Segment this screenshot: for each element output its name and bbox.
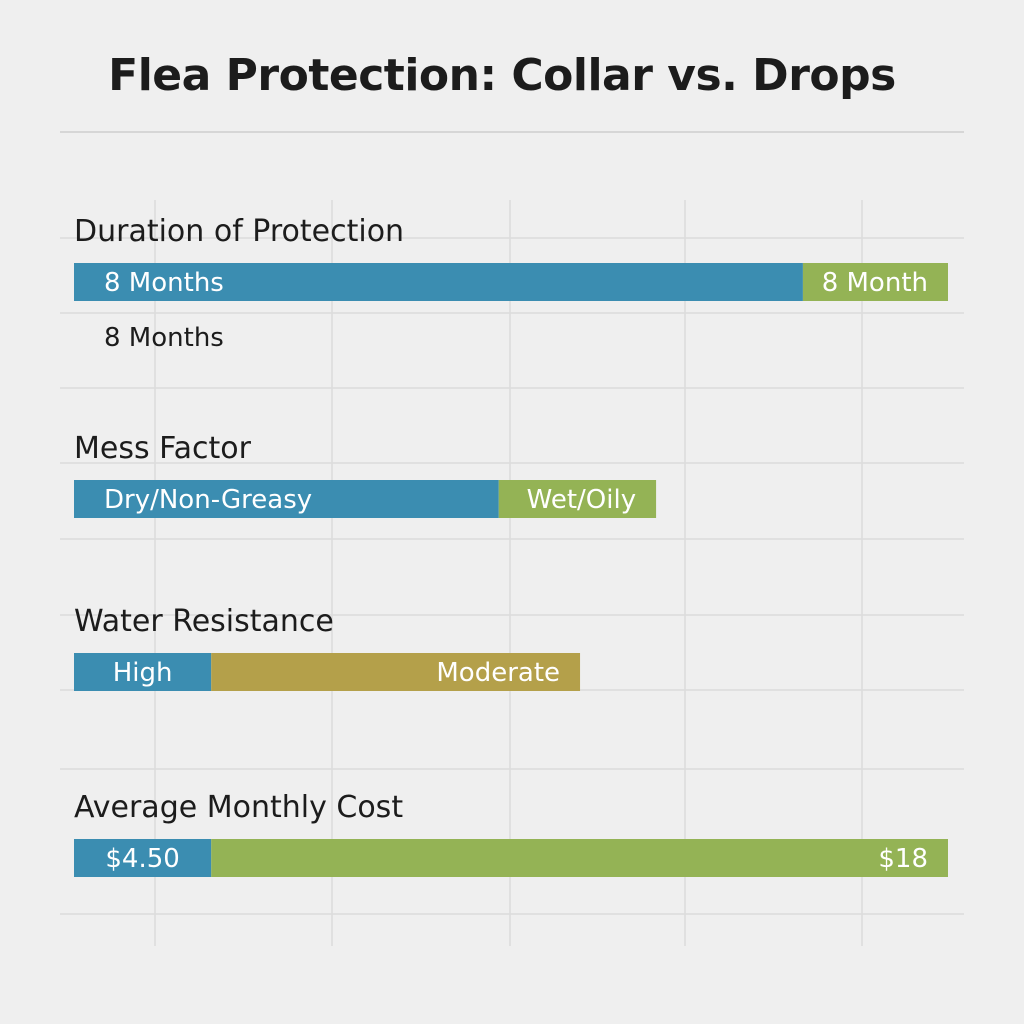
bar-value-label: Wet/Oily <box>527 485 636 515</box>
bar-segment <box>74 653 212 691</box>
bar-segment <box>74 263 803 301</box>
category-label: Mess Factor <box>74 431 252 466</box>
category-label: Average Monthly Cost <box>74 790 403 825</box>
bar-row: Duration of Protection 8 Months 8 Month 8 M… <box>74 214 948 353</box>
bar-value-label: 8 Month <box>822 268 928 298</box>
bar-segment <box>211 839 948 877</box>
bar-row: Average Monthly Cost $4.50 $18 <box>74 790 948 877</box>
grid <box>60 200 964 946</box>
bar-value-label: Dry/Non-Greasy <box>104 485 312 515</box>
title-divider <box>60 131 964 133</box>
bar-value-label: Moderate <box>436 658 560 688</box>
bar-sublabel: 8 Months <box>104 323 224 353</box>
bar-value-label: High <box>113 658 173 688</box>
bar-segment <box>211 653 581 691</box>
bar-value-label: $4.50 <box>105 844 179 874</box>
bar-segment <box>74 839 212 877</box>
category-label: Water Resistance <box>74 604 334 639</box>
bar-row: Water Resistance High Moderate <box>74 604 581 691</box>
bar-row: Mess Factor Dry/Non-Greasy Wet/Oily <box>74 431 657 518</box>
category-label: Duration of Protection <box>74 214 404 249</box>
chart-title: Flea Protection: Collar vs. Drops <box>108 50 896 101</box>
bar-value-label: $18 <box>878 844 928 874</box>
bar-segment <box>802 263 948 301</box>
bar-value-label: 8 Months <box>104 268 224 298</box>
bar-segment <box>498 480 657 518</box>
bar-segment <box>74 480 499 518</box>
